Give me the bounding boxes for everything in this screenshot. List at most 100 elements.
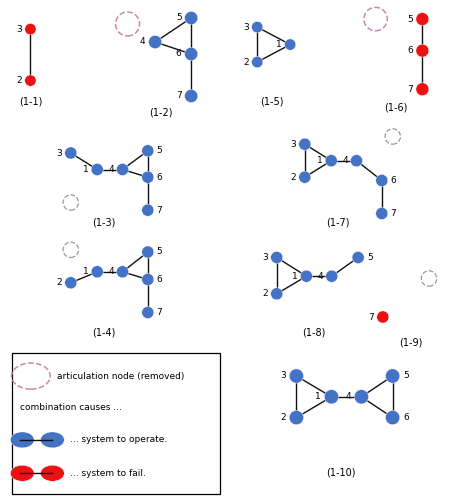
Circle shape — [416, 12, 429, 26]
Text: 4: 4 — [108, 165, 114, 174]
Circle shape — [25, 24, 36, 35]
Circle shape — [299, 138, 311, 150]
Circle shape — [299, 171, 311, 183]
Text: 5: 5 — [157, 146, 162, 156]
Text: 3: 3 — [243, 22, 249, 32]
Text: articulation node (removed): articulation node (removed) — [57, 372, 184, 380]
Text: 2: 2 — [262, 290, 268, 298]
Text: (1-3): (1-3) — [92, 218, 116, 228]
Circle shape — [142, 171, 154, 183]
Text: 2: 2 — [290, 172, 296, 182]
Text: 4: 4 — [140, 38, 146, 46]
Circle shape — [416, 83, 429, 96]
Text: (1-2): (1-2) — [149, 108, 173, 118]
Circle shape — [252, 56, 263, 68]
Text: (1-1): (1-1) — [19, 96, 42, 106]
Text: 4: 4 — [317, 272, 323, 280]
Circle shape — [91, 164, 103, 175]
Circle shape — [376, 174, 388, 186]
Circle shape — [142, 306, 154, 318]
Circle shape — [117, 164, 129, 175]
Circle shape — [300, 270, 313, 282]
Circle shape — [386, 410, 400, 425]
Circle shape — [148, 36, 162, 49]
Text: 2: 2 — [280, 413, 286, 422]
Circle shape — [117, 266, 129, 278]
Text: ... system to fail.: ... system to fail. — [70, 469, 146, 478]
Text: 5: 5 — [403, 372, 409, 380]
Circle shape — [184, 48, 198, 60]
Text: 2: 2 — [243, 58, 249, 66]
Text: 6: 6 — [403, 413, 409, 422]
Circle shape — [285, 39, 296, 50]
Text: (1-5): (1-5) — [260, 96, 284, 106]
Text: 3: 3 — [262, 253, 268, 262]
Circle shape — [271, 288, 283, 300]
Text: 6: 6 — [176, 50, 182, 58]
Text: 7: 7 — [368, 312, 374, 322]
Circle shape — [354, 390, 369, 404]
Circle shape — [184, 90, 198, 102]
Text: 5: 5 — [367, 253, 373, 262]
Text: 6: 6 — [157, 275, 162, 284]
Circle shape — [142, 145, 154, 157]
Circle shape — [142, 246, 154, 258]
Circle shape — [351, 154, 363, 167]
Text: 5: 5 — [157, 248, 162, 256]
Text: 3: 3 — [56, 148, 62, 158]
Circle shape — [25, 75, 36, 86]
Text: ... system to operate.: ... system to operate. — [70, 436, 167, 444]
Text: 4: 4 — [345, 392, 351, 402]
Text: 5: 5 — [407, 14, 413, 24]
Circle shape — [252, 22, 263, 32]
Text: (1-9): (1-9) — [399, 338, 422, 348]
Circle shape — [91, 266, 103, 278]
Text: 7: 7 — [157, 206, 162, 214]
Circle shape — [10, 432, 34, 448]
Circle shape — [271, 252, 283, 264]
Text: 5: 5 — [176, 14, 182, 22]
Text: 1: 1 — [317, 156, 322, 165]
Text: 4: 4 — [342, 156, 348, 165]
Text: (1-7): (1-7) — [326, 218, 350, 228]
Circle shape — [326, 270, 338, 282]
Circle shape — [289, 369, 304, 383]
Circle shape — [377, 311, 389, 323]
Text: 6: 6 — [157, 172, 162, 182]
Text: (1-8): (1-8) — [302, 328, 326, 338]
Circle shape — [142, 274, 154, 285]
Circle shape — [10, 466, 34, 481]
Text: 7: 7 — [391, 209, 396, 218]
Text: 1: 1 — [83, 268, 88, 276]
Circle shape — [324, 390, 339, 404]
Circle shape — [41, 466, 64, 481]
Text: 7: 7 — [157, 308, 162, 317]
Text: 2: 2 — [16, 76, 22, 85]
Circle shape — [289, 410, 304, 425]
Text: 3: 3 — [16, 24, 22, 34]
Circle shape — [386, 369, 400, 383]
Circle shape — [184, 12, 198, 24]
Circle shape — [142, 204, 154, 216]
Text: combination causes ...: combination causes ... — [20, 404, 122, 412]
Text: 7: 7 — [407, 84, 413, 94]
Text: (1-10): (1-10) — [326, 468, 355, 477]
Text: 1: 1 — [292, 272, 298, 280]
FancyBboxPatch shape — [12, 353, 220, 494]
Circle shape — [352, 252, 364, 264]
Circle shape — [325, 154, 337, 167]
Text: 4: 4 — [108, 268, 114, 276]
Text: (1-4): (1-4) — [92, 328, 116, 338]
Text: 2: 2 — [56, 278, 62, 287]
Circle shape — [41, 432, 64, 448]
Text: 7: 7 — [176, 92, 182, 100]
Text: 3: 3 — [280, 372, 286, 380]
Text: (1-6): (1-6) — [384, 102, 407, 113]
Circle shape — [65, 147, 77, 159]
Circle shape — [376, 208, 388, 220]
Circle shape — [416, 44, 429, 57]
Text: 6: 6 — [407, 46, 413, 55]
Text: 1: 1 — [315, 392, 321, 402]
Text: 6: 6 — [391, 176, 396, 185]
Circle shape — [65, 277, 77, 289]
